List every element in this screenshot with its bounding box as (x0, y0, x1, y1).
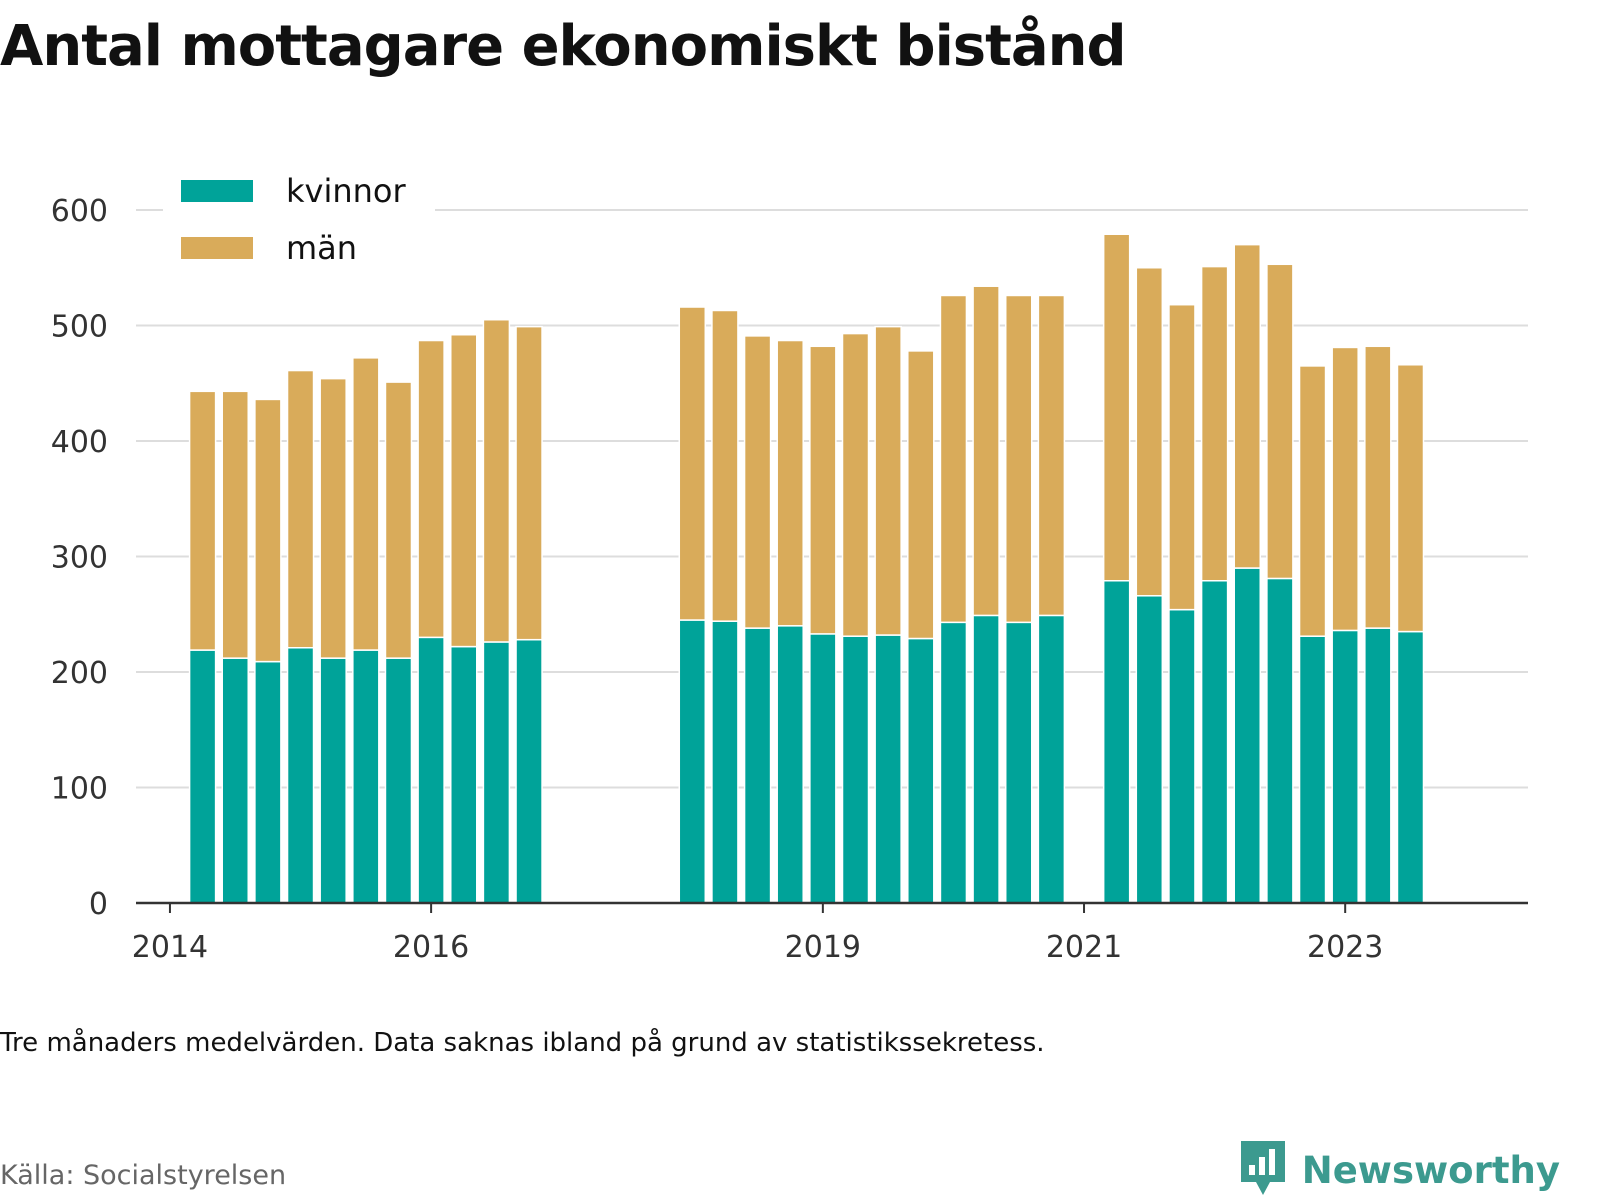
bar-kvinnor (1233, 567, 1261, 904)
bar-kvinnor (939, 621, 968, 904)
y-tick-label: 300 (51, 541, 108, 576)
bar-man (907, 350, 935, 640)
y-tick-label: 200 (51, 656, 108, 691)
legend-swatch (181, 237, 253, 259)
bar-man (515, 325, 543, 641)
bar-kvinnor (450, 645, 478, 904)
bar-man (384, 381, 413, 659)
x-tick-label: 2016 (393, 930, 469, 965)
bar-kvinnor (711, 620, 739, 904)
bar-man (678, 306, 707, 621)
x-tick-label: 2019 (785, 930, 861, 965)
bar-kvinnor (221, 657, 249, 904)
bar-man (809, 345, 837, 635)
bar-kvinnor (286, 646, 315, 904)
x-axis: 2014 2016 2019 2021 2023 (132, 901, 1528, 965)
bar-man (1004, 294, 1033, 624)
bar-man (188, 390, 217, 651)
bar-kvinnor (515, 638, 543, 904)
source-credit: Källa: Socialstyrelsen (0, 1160, 287, 1191)
bar-man (939, 294, 968, 624)
bar-kvinnor (1004, 621, 1033, 904)
y-tick-label: 500 (51, 310, 108, 345)
bar-man (417, 339, 445, 639)
legend: kvinnor män (163, 168, 435, 283)
bar-man (254, 398, 282, 663)
bar-man (972, 285, 1000, 617)
bar-man (1135, 267, 1164, 597)
bar-man (1037, 294, 1066, 617)
x-tick-label: 2023 (1307, 930, 1383, 965)
bar-man (221, 390, 249, 659)
bar-kvinnor (1298, 635, 1327, 904)
y-tick-label: 600 (51, 194, 108, 229)
newsworthy-logo-icon (1238, 1138, 1288, 1202)
bar-man (1364, 345, 1392, 629)
x-tick-label: 2021 (1046, 930, 1122, 965)
chart-title: Antal mottagare ekonomiskt bistånd (0, 14, 1127, 79)
bar-man (841, 332, 870, 637)
bar-kvinnor (352, 649, 380, 904)
bar-man (874, 325, 902, 636)
bar-kvinnor (1037, 614, 1066, 904)
bar-man (1200, 265, 1229, 582)
bar-man (1331, 346, 1359, 632)
bar-kvinnor (188, 649, 217, 904)
bar-kvinnor (1135, 595, 1164, 904)
bar-kvinnor (678, 619, 707, 904)
y-tick-label: 100 (51, 772, 108, 807)
bar-kvinnor (776, 625, 804, 904)
bar-kvinnor (1396, 630, 1425, 904)
bar-kvinnor (841, 635, 870, 904)
bar-kvinnor (907, 637, 935, 904)
legend-label: män (286, 229, 357, 267)
bar-man (1266, 263, 1294, 580)
bar-man (286, 369, 315, 649)
bar-man (319, 377, 347, 659)
bar-man (711, 309, 739, 622)
stacked-bar-chart: 0 100 200 300 400 500 600 2014 2016 2019 2021 2023… (50, 168, 1528, 965)
brand-name: Newsworthy (1301, 1148, 1560, 1192)
bar-man (1168, 303, 1196, 611)
bar-man (1233, 243, 1261, 569)
bars (188, 233, 1425, 904)
bar-kvinnor (1364, 627, 1392, 904)
brand-logo: Newsworthy (1238, 1140, 1560, 1200)
y-tick-label: 400 (51, 425, 108, 460)
y-axis: 0 100 200 300 400 500 600 (51, 194, 108, 922)
bar-man (1102, 233, 1131, 582)
bar-kvinnor (1200, 580, 1229, 904)
legend-swatch (181, 180, 253, 202)
bar-kvinnor (809, 633, 837, 904)
bar-man (776, 339, 804, 627)
bar-kvinnor (1168, 608, 1196, 904)
bar-kvinnor (743, 627, 772, 904)
bar-man (482, 318, 511, 643)
legend-label: kvinnor (286, 172, 407, 210)
bar-kvinnor (254, 660, 282, 904)
bar-kvinnor (874, 634, 902, 904)
y-tick-label: 0 (89, 887, 108, 922)
bar-man (743, 335, 772, 629)
bar-kvinnor (319, 657, 347, 904)
bar-kvinnor (1331, 629, 1359, 904)
chart-footnote: Tre månaders medelvärden. Data saknas ib… (0, 1028, 1045, 1058)
bar-man (1298, 365, 1327, 637)
bar-kvinnor (1102, 580, 1131, 904)
bar-kvinnor (384, 657, 413, 904)
bar-kvinnor (1266, 577, 1294, 904)
bar-kvinnor (972, 614, 1000, 904)
x-tick-label: 2014 (132, 930, 208, 965)
bar-man (1396, 364, 1425, 633)
bar-man (352, 357, 380, 651)
bar-kvinnor (417, 636, 445, 904)
bar-kvinnor (482, 641, 511, 904)
bar-man (450, 333, 478, 648)
